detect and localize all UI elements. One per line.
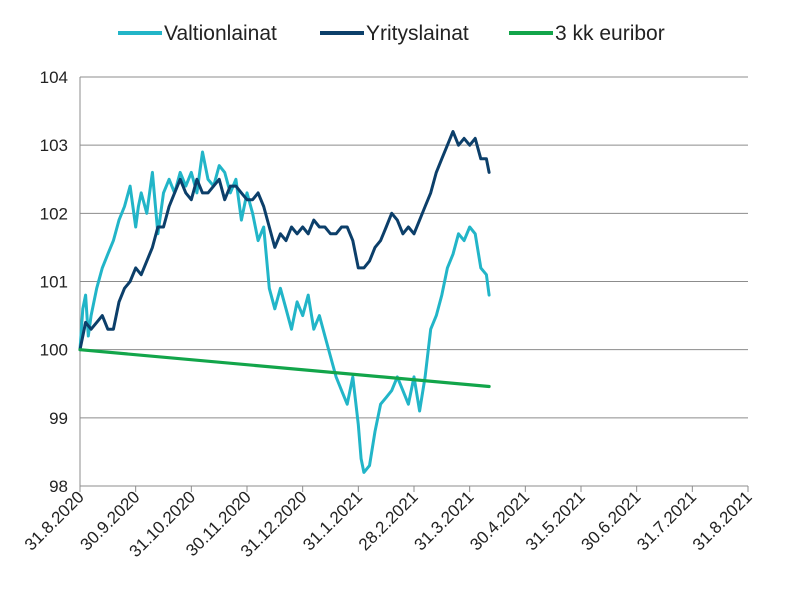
x-tick-label: 31.7.2021 — [633, 487, 700, 554]
x-tick-label: 28.2.2021 — [355, 487, 422, 554]
series-line-1 — [78, 150, 491, 474]
x-tick-label: 31.3.2021 — [411, 487, 478, 554]
x-tick-label: 30.6.2021 — [578, 487, 645, 554]
x-tick-label: 31.8.2021 — [689, 487, 756, 554]
y-tick-label: 104 — [40, 68, 68, 87]
x-tick-label: 31.1.2021 — [299, 487, 366, 554]
y-tick-label: 102 — [40, 204, 68, 223]
x-tick-label: 30.4.2021 — [466, 487, 533, 554]
legend-label: Valtionlainat — [164, 22, 277, 45]
series-line-2 — [78, 130, 491, 352]
y-tick-label: 101 — [40, 273, 68, 292]
series-line-3 — [78, 348, 491, 389]
y-tick-label: 99 — [49, 409, 68, 428]
y-tick-label: 100 — [40, 341, 68, 360]
x-tick-label: 31.5.2021 — [522, 487, 589, 554]
legend-label: Yrityslainat — [366, 22, 469, 45]
legend-label: 3 kk euribor — [555, 22, 665, 45]
y-tick-label: 98 — [49, 477, 68, 496]
y-tick-label: 103 — [40, 136, 68, 155]
x-tick-label: 31.8.2020 — [21, 487, 88, 554]
